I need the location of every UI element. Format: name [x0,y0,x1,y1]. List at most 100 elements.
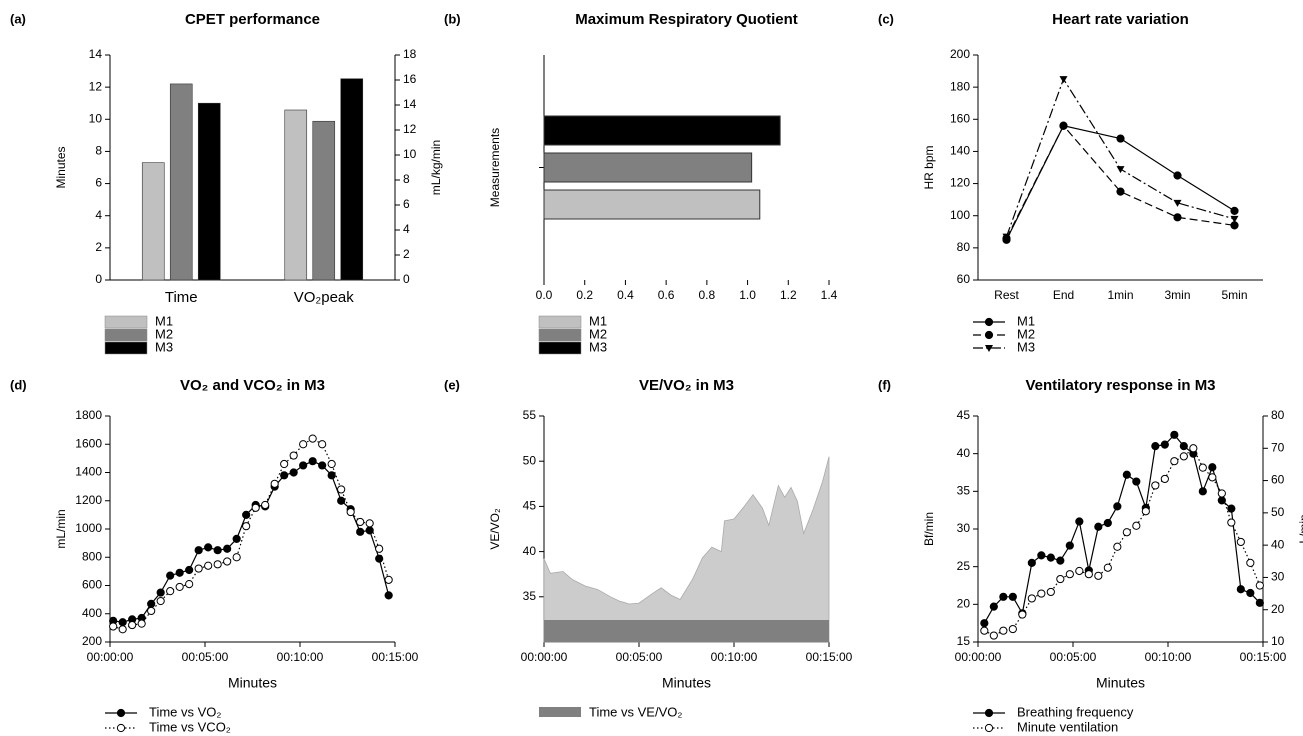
y-tick-label: 80 [957,240,971,254]
legend-label: M1 [1017,313,1035,328]
y2-axis-title: L/min [1297,514,1303,543]
marker [194,546,203,555]
x-tick-label: 00:15:00 [806,650,853,664]
series-line [984,447,1261,637]
marker [1008,592,1017,601]
panel-label: (a) [10,11,26,26]
marker [261,500,270,510]
marker [1065,541,1074,550]
y2-tick-label: 80 [1271,408,1285,422]
y2-tick-label: 20 [1271,602,1285,616]
marker [1208,473,1217,482]
x-tick-label: 00:00:00 [955,650,1002,664]
x-tick-label: 00:05:00 [1050,650,1097,664]
marker [213,560,222,569]
legend-label: M2 [1017,326,1035,341]
x-axis-title: Minutes [662,675,711,691]
marker [166,587,175,596]
panel-label: (d) [10,377,27,392]
marker [213,546,222,555]
marker [1236,585,1245,594]
marker [337,496,346,505]
legend-label: Time vs VO₂ [149,704,221,719]
marker [1160,440,1169,449]
y-tick-label: 0 [95,272,102,286]
y2-tick-label: 10 [403,147,417,161]
y2-tick-label: 12 [403,122,417,136]
marker [346,507,355,517]
marker [1084,570,1093,579]
x-tick-label: 0.0 [536,288,553,302]
marker [989,631,998,640]
marker [1170,457,1179,466]
marker [223,544,232,553]
y2-tick-label: 4 [403,222,410,236]
chart-title: Heart rate variation [1052,11,1189,28]
marker [185,579,194,589]
y-tick-label: 45 [523,499,537,513]
y-tick-label: 600 [82,578,102,592]
marker [337,485,346,494]
marker [194,564,203,573]
bar [284,109,308,281]
marker [1189,444,1198,453]
panel-label: (f) [878,377,891,392]
marker [251,503,260,512]
marker [384,591,393,600]
marker [1059,121,1068,130]
x-tick-label: 00:15:00 [1240,650,1287,664]
marker [308,457,317,466]
marker [204,543,213,552]
y-tick-label: 60 [957,272,971,286]
marker [1046,587,1055,597]
y-tick-label: 10 [89,111,103,125]
marker [1208,463,1217,472]
y2-tick-label: 30 [1271,570,1285,584]
x-tick-label: 3min [1164,288,1190,302]
x-tick-label: 1min [1107,288,1133,302]
y2-tick-label: 50 [1271,505,1285,519]
legend-label: M2 [589,326,607,341]
marker [1094,522,1103,531]
marker [204,561,213,570]
marker [1075,566,1084,576]
marker [1151,481,1160,490]
marker [242,510,251,519]
marker [289,468,298,477]
x-tick-label: 1.2 [780,288,797,302]
x-tick-label: 00:05:00 [182,650,229,664]
x-tick-label: 1.0 [739,288,756,302]
marker [1046,553,1055,562]
marker [1173,171,1182,180]
y-tick-label: 12 [89,79,103,93]
y-tick-label: 45 [957,408,971,422]
marker [1179,442,1188,451]
marker [1059,76,1068,84]
series-line [113,460,390,623]
y-tick-label: 14 [89,47,103,61]
marker [985,345,993,352]
y-tick-label: 15 [957,634,971,648]
legend-swatch [538,315,582,329]
marker [242,522,251,531]
marker [156,596,165,606]
series-line [983,433,1261,624]
y2-tick-label: 0 [403,272,410,286]
y2-tick-label: 6 [403,197,410,211]
y-axis-title: mL/min [54,509,68,548]
marker [232,534,241,543]
legend-label: M3 [589,339,607,354]
x-tick-label: End [1053,288,1074,302]
y-tick-label: 6 [95,176,102,190]
x-tick-label: 00:10:00 [277,650,324,664]
bar [169,83,193,281]
marker [384,575,393,584]
marker [118,618,127,627]
y-tick-label: 8 [95,144,102,158]
marker [980,619,989,628]
panel-label: (c) [878,11,894,26]
marker [365,519,374,528]
x-tick-label: 00:00:00 [521,650,568,664]
legend-label: M1 [155,313,173,328]
marker [375,544,384,553]
